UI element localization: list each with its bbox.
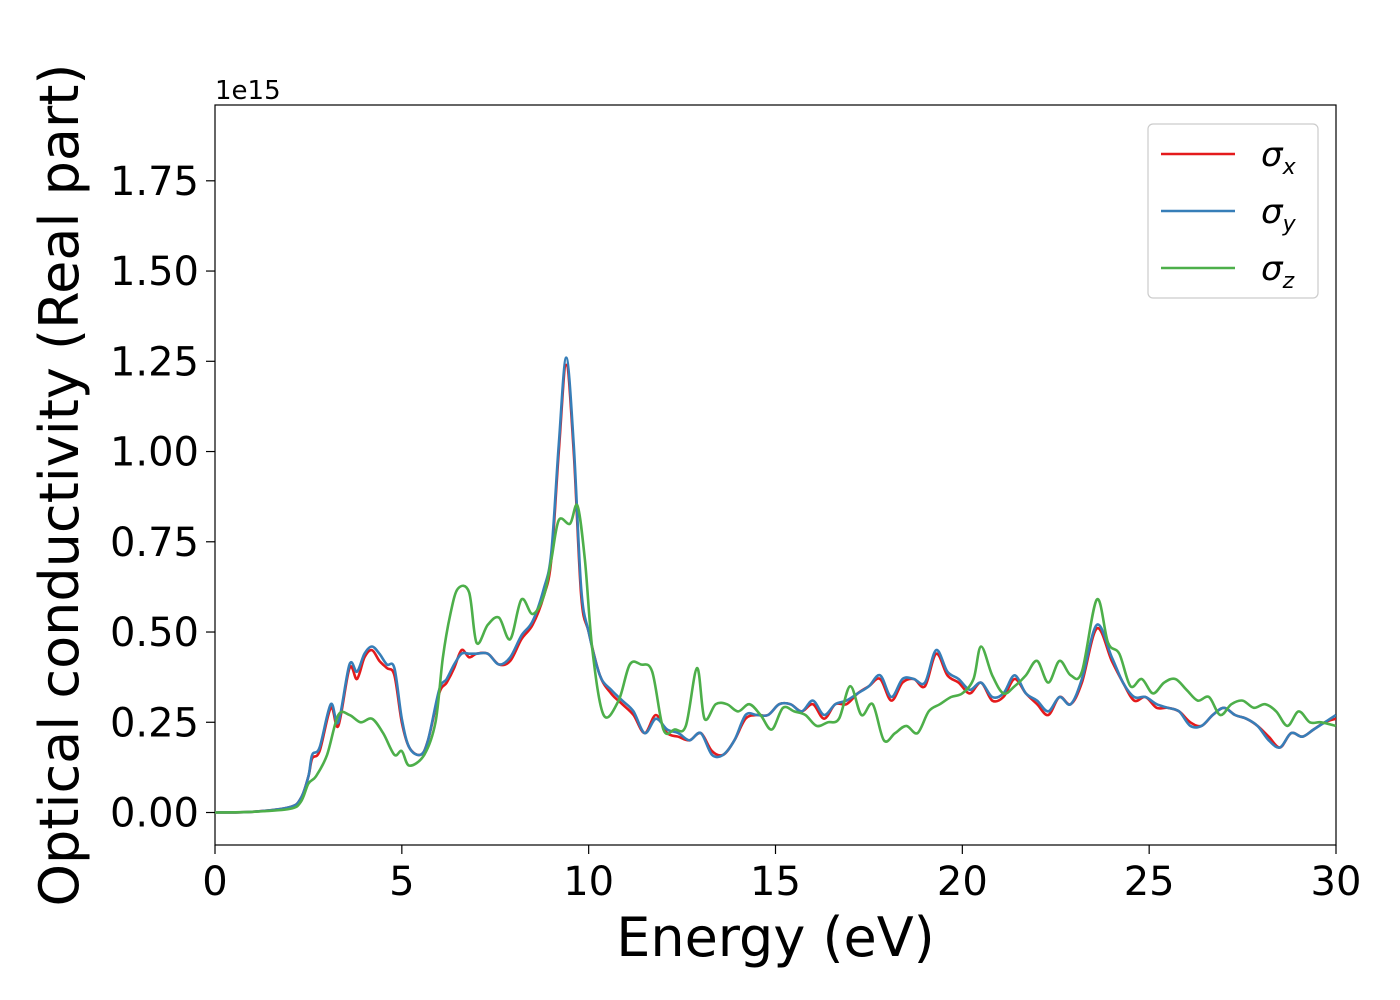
series-line-sigma-x: [215, 363, 1336, 814]
x-axis: 0 5 10 15 20 25 30: [202, 845, 1361, 905]
series-layer: [215, 356, 1336, 814]
x-axis-title: Energy (eV): [616, 906, 935, 969]
series-line-sigma-z: [215, 503, 1336, 814]
y-tick-label: 1.50: [110, 249, 199, 295]
x-tick-label: 0: [202, 859, 227, 905]
legend: σx σy σz: [1147, 123, 1319, 299]
y-offset-label: 1e15: [215, 76, 281, 106]
x-tick-label: 30: [1311, 859, 1362, 905]
x-tick-label: 20: [937, 859, 988, 905]
y-tick-label: 0.50: [110, 610, 199, 656]
y-tick-label: 1.00: [110, 430, 199, 476]
x-tick-label: 10: [563, 859, 614, 905]
x-tick-label: 15: [750, 859, 801, 905]
x-tick-label: 5: [389, 859, 414, 905]
y-tick-label: 0.75: [110, 520, 199, 566]
legend-label-sigma-y: σy: [1261, 192, 1297, 237]
legend-label-sigma-x: σx: [1261, 135, 1297, 180]
legend-label-sigma-z: σz: [1261, 249, 1295, 294]
y-tick-label: 1.25: [110, 339, 199, 385]
x-tick-label: 25: [1124, 859, 1175, 905]
y-axis: 0.00 0.25 0.50 0.75 1.00 1.25 1.50 1.75: [110, 159, 215, 837]
series-line-sigma-y: [215, 356, 1336, 814]
y-axis-title: Optical conductivity (Real part): [28, 64, 91, 907]
y-tick-label: 1.75: [110, 159, 199, 205]
y-tick-label: 0.00: [110, 791, 199, 837]
y-tick-label: 0.25: [110, 700, 199, 746]
